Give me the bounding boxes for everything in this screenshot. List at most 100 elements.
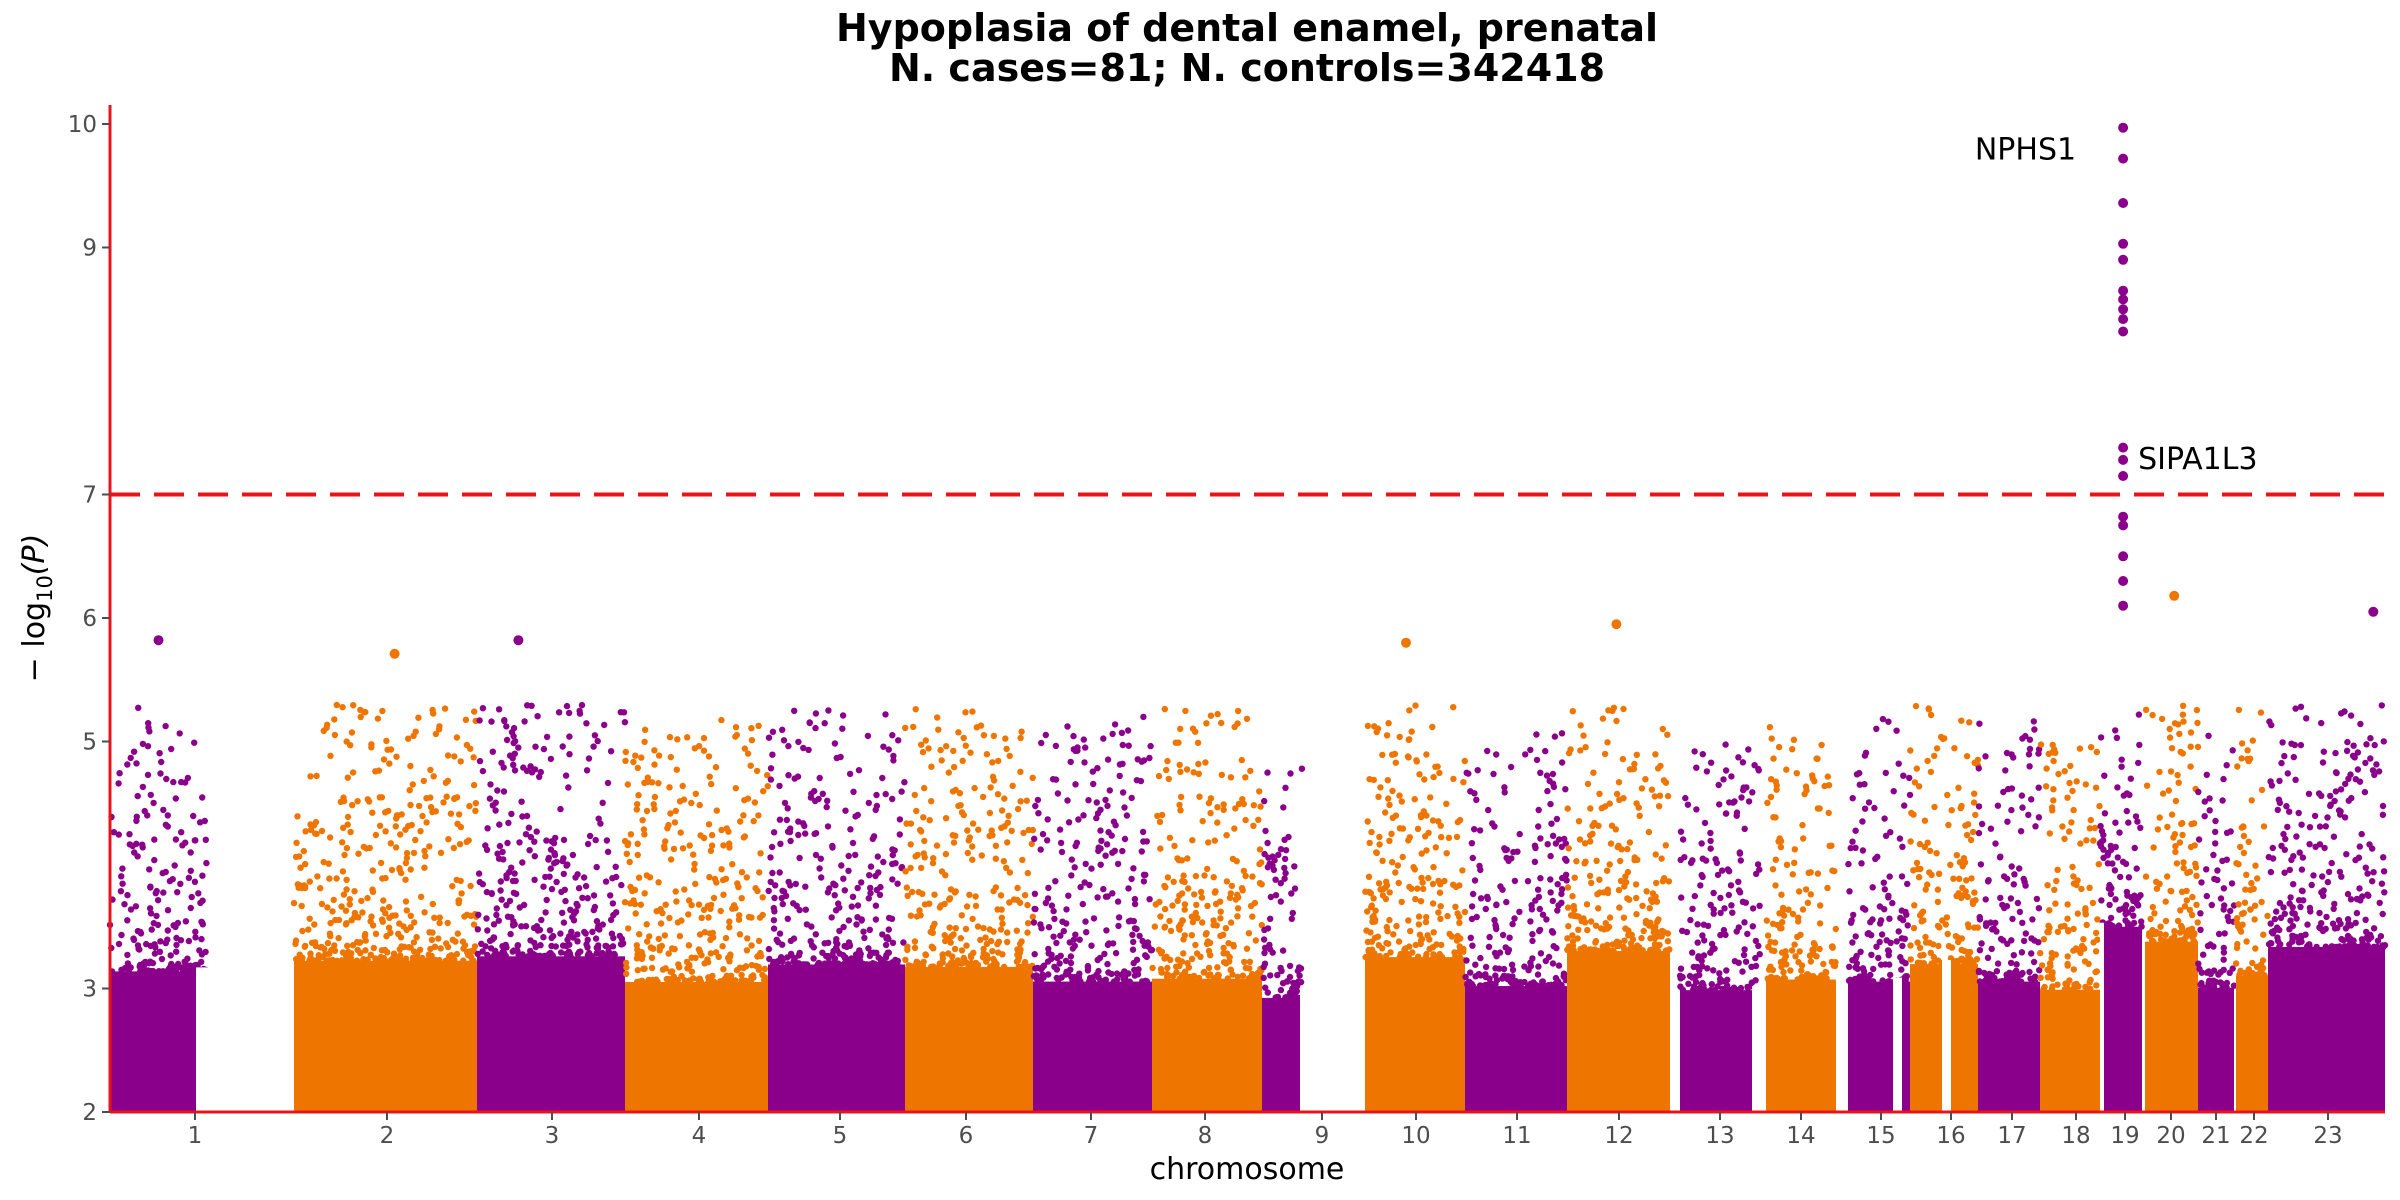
chromosome-3-point xyxy=(593,918,601,925)
chromosome-6-point xyxy=(983,940,991,948)
chromosome-6-point xyxy=(942,815,950,822)
chromosome-4-point xyxy=(635,792,642,799)
chromosome-2-point xyxy=(372,768,379,775)
chromosome-23-point xyxy=(2327,802,2334,810)
chromosome-17-point xyxy=(1982,977,1989,984)
chromosome-13-point xyxy=(1722,741,1729,748)
chromosome-3-point xyxy=(540,883,547,890)
chromosome-5-point xyxy=(850,788,857,795)
chromosome-10-point xyxy=(1418,850,1425,857)
chromosome-10-point xyxy=(1445,834,1453,841)
chromosome-5-point xyxy=(864,732,872,740)
chromosome-7-point xyxy=(1067,758,1074,766)
chromosome-9-point xyxy=(1261,949,1268,957)
chromosome-1-point xyxy=(129,842,136,850)
chromosome-15-point xyxy=(1881,886,1889,893)
chromosome-20-point xyxy=(2179,702,2187,709)
chromosome-1-point xyxy=(127,754,134,762)
chromosome-3-point xyxy=(557,949,565,956)
chromosome-12-point xyxy=(1615,939,1623,946)
chromosome-1-point xyxy=(173,948,180,955)
chromosome-7-point xyxy=(1129,946,1137,953)
chromosome-2-point xyxy=(314,873,321,880)
chromosome-17-point xyxy=(2011,871,2018,878)
chromosome-2-point xyxy=(424,957,432,964)
chromosome-11-point xyxy=(1558,843,1566,850)
chromosome-1-point xyxy=(172,836,180,843)
chromosome-8-point xyxy=(1227,774,1235,781)
chromosome-6-point xyxy=(1005,812,1012,819)
chromosome-6-point xyxy=(999,920,1006,927)
chromosome-17-point xyxy=(1987,919,1994,926)
chromosome-5-point xyxy=(845,917,853,924)
chromosome-2-point xyxy=(311,921,318,928)
chromosome-7-point xyxy=(1089,768,1097,775)
chromosome-21-point xyxy=(2212,817,2219,825)
chromosome-10-point xyxy=(1395,938,1403,945)
chromosome-20-point xyxy=(2179,831,2186,839)
chromosome-4-point xyxy=(696,801,703,809)
chromosome-16-point xyxy=(1968,875,1975,882)
chromosome-13-point xyxy=(1704,965,1711,972)
chromosome-14-point xyxy=(1798,967,1805,974)
chromosome-14-point xyxy=(1767,793,1775,801)
chromosome-20-point xyxy=(2143,782,2151,789)
chromosome-23-point xyxy=(2320,748,2327,755)
chromosome-18-point xyxy=(2087,744,2095,751)
chromosome-3-point xyxy=(560,919,568,926)
chromosome-23-point xyxy=(2303,715,2310,722)
chromosome-5-point xyxy=(826,885,833,892)
chromosome-10-point xyxy=(1388,830,1395,837)
chromosome-6-point xyxy=(950,747,957,755)
chromosome-11-point xyxy=(1471,826,1478,833)
chromosome-6-dense-band xyxy=(905,966,1033,1112)
chromosome-2-point xyxy=(415,714,422,721)
chromosome-9-point xyxy=(1288,890,1295,897)
chromosome-5-point xyxy=(869,960,877,967)
chromosome-12-point xyxy=(1646,905,1653,912)
chromosome-9-point xyxy=(1278,967,1285,975)
chromosome-5-point xyxy=(841,942,848,950)
chromosome-17-point xyxy=(1976,720,1983,727)
chromosome-23-point xyxy=(2352,919,2359,927)
chromosome-20-point xyxy=(2186,906,2194,914)
chromosome-11-point xyxy=(1536,905,1544,913)
chromosome-7-point xyxy=(1104,941,1112,948)
chromosome-5-point xyxy=(768,843,776,851)
chromosome-17-point xyxy=(2004,818,2011,825)
chromosome-14-point xyxy=(1777,837,1785,845)
chromosome-1-point xyxy=(192,928,199,935)
chromosome-3-point xyxy=(601,721,608,729)
chromosome-16-point xyxy=(1921,817,1929,824)
chromosome-15-point xyxy=(1899,958,1906,965)
chromosome-4-point xyxy=(633,806,640,813)
chromosome-14-point xyxy=(1798,973,1806,980)
chromosome-1-point xyxy=(146,866,153,873)
chromosome-2-point xyxy=(372,831,380,839)
chromosome-1-point xyxy=(110,829,118,836)
chromosome-20-point xyxy=(2171,831,2179,838)
chromosome-7-point xyxy=(1044,816,1051,823)
chromosome-10-point xyxy=(1372,907,1379,914)
chromosome-5-point xyxy=(808,790,815,797)
chromosome-20-point xyxy=(2187,763,2194,770)
chromosome-13-point xyxy=(1703,768,1711,775)
chromosome-12-point xyxy=(1592,939,1599,946)
chromosome-15-point xyxy=(1873,943,1880,950)
chromosome-5-point xyxy=(890,752,897,760)
chromosome-10-point xyxy=(1364,818,1371,825)
chromosome-7-point xyxy=(1037,846,1044,853)
chromosome-2-point xyxy=(368,741,375,748)
chromosome-2-point xyxy=(366,844,373,852)
chromosome-3-point xyxy=(489,936,496,943)
chromosome-23-point xyxy=(2347,712,2355,719)
chromosome-2-point xyxy=(297,882,304,889)
chromosome-5-point xyxy=(879,958,886,966)
chromosome-13-point xyxy=(1733,928,1740,935)
chromosome-14-point xyxy=(1777,843,1785,851)
chromosome-5-point xyxy=(885,926,892,933)
chromosome-8-point xyxy=(1185,885,1192,892)
chromosome-9-point xyxy=(1281,875,1288,882)
chromosome-2-point xyxy=(436,723,443,730)
chromosome-14-point xyxy=(1795,914,1802,921)
